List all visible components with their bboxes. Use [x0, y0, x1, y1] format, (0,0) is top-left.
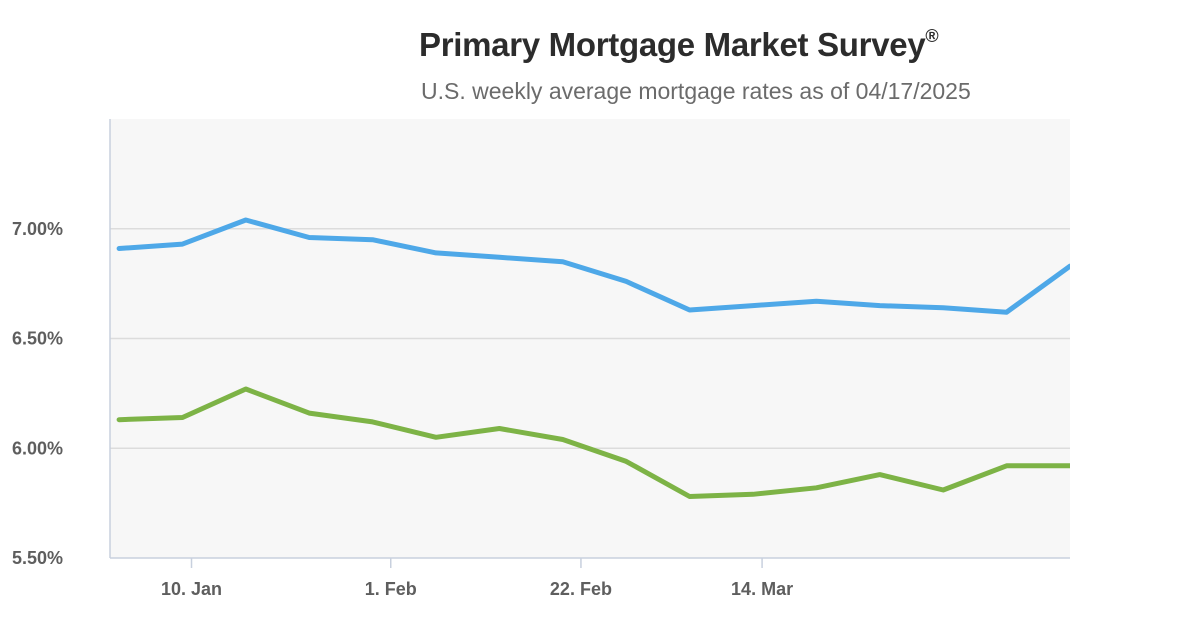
series-line-1: [116, 217, 1070, 315]
x-axis-ticks: 10. Jan 1. Feb 22. Feb 14. Mar: [161, 558, 793, 599]
x-tick-label: 10. Jan: [161, 579, 222, 599]
y-tick-label: 6.50%: [12, 329, 63, 349]
chart-subtitle: U.S. weekly average mortgage rates as of…: [421, 78, 971, 104]
registered-mark: ®: [925, 26, 939, 46]
x-tick-label: 1. Feb: [365, 579, 417, 599]
y-tick-label: 6.00%: [12, 438, 63, 458]
x-tick-label: 14. Mar: [731, 579, 793, 599]
y-tick-label: 7.00%: [12, 219, 63, 239]
series-line-2: [116, 386, 1070, 499]
x-tick-label: 22. Feb: [550, 579, 612, 599]
y-tick-label: 5.50%: [12, 548, 63, 568]
chart-title: Primary Mortgage Market Survey®: [419, 26, 939, 63]
y-axis-ticks: 5.50% 6.00% 6.50% 7.00%: [12, 219, 63, 568]
series-lines: [116, 217, 1070, 499]
